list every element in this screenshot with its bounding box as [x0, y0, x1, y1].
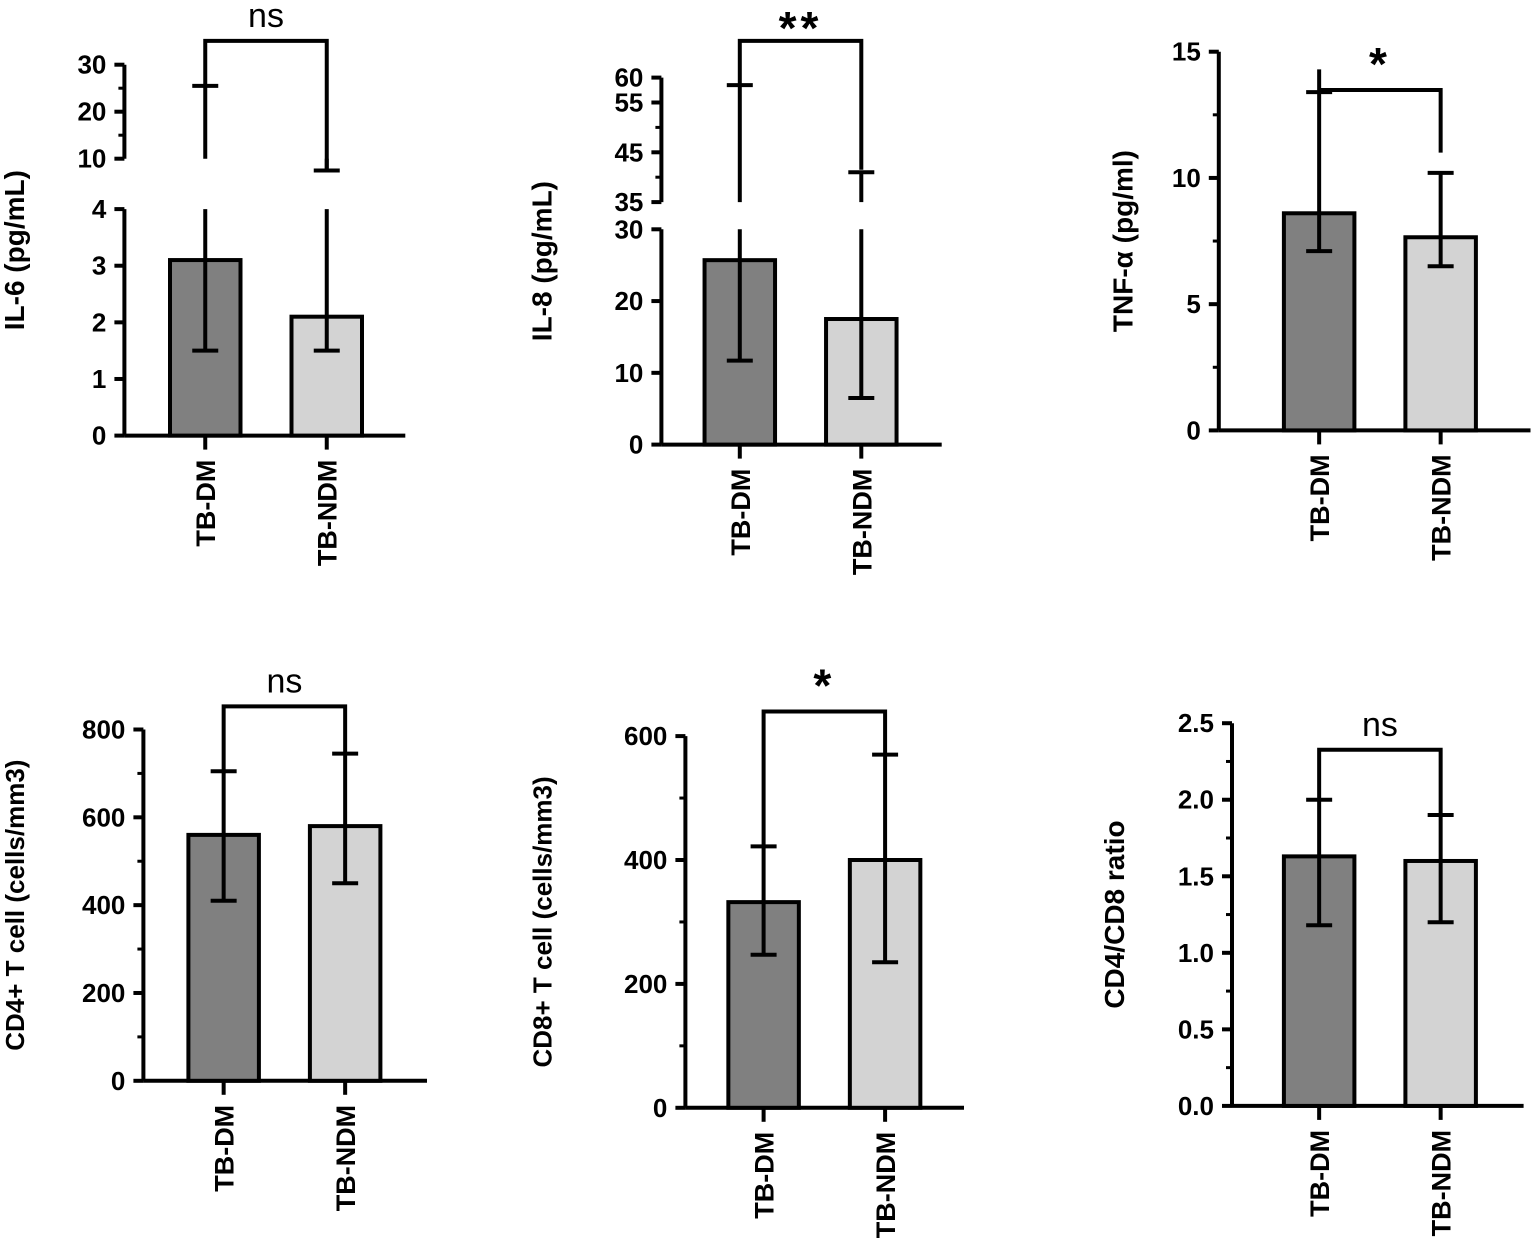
svg-text:20: 20 [614, 286, 643, 316]
svg-text:0: 0 [111, 1066, 125, 1096]
svg-text:TB-DM: TB-DM [191, 460, 221, 547]
svg-text:0: 0 [92, 421, 106, 451]
svg-text:4: 4 [92, 194, 107, 224]
svg-text:IL-6 (pg/mL): IL-6 (pg/mL) [0, 170, 30, 330]
svg-text:60: 60 [614, 63, 643, 93]
svg-text:ns: ns [248, 0, 284, 35]
svg-text:15: 15 [1172, 37, 1201, 67]
svg-text:10: 10 [614, 358, 643, 388]
svg-text:0: 0 [1186, 415, 1200, 445]
svg-text:TB-DM: TB-DM [1305, 1130, 1335, 1217]
svg-text:10: 10 [77, 144, 106, 174]
svg-text:400: 400 [624, 845, 667, 875]
svg-text:10: 10 [1172, 163, 1201, 193]
svg-text:800: 800 [82, 715, 125, 745]
svg-text:TB-NDM: TB-NDM [1427, 1130, 1457, 1236]
svg-text:**: ** [779, 2, 823, 54]
svg-text:2: 2 [92, 307, 106, 337]
svg-text:IL-8 (pg/mL): IL-8 (pg/mL) [527, 181, 558, 341]
svg-text:600: 600 [82, 802, 125, 832]
svg-text:1: 1 [92, 364, 106, 394]
svg-text:*: * [1369, 38, 1391, 90]
svg-text:ns: ns [266, 662, 302, 700]
svg-text:400: 400 [82, 890, 125, 920]
svg-text:2.5: 2.5 [1178, 708, 1214, 738]
svg-text:45: 45 [614, 137, 643, 167]
svg-text:200: 200 [624, 969, 667, 999]
svg-text:TB-NDM: TB-NDM [1427, 454, 1457, 560]
svg-text:200: 200 [82, 978, 125, 1008]
svg-text:0: 0 [653, 1093, 667, 1123]
svg-text:30: 30 [614, 214, 643, 244]
svg-text:30: 30 [77, 50, 106, 80]
svg-text:0.0: 0.0 [1178, 1091, 1214, 1121]
svg-text:600: 600 [624, 721, 667, 751]
svg-text:2.0: 2.0 [1178, 785, 1214, 815]
svg-text:TB-NDM: TB-NDM [331, 1105, 361, 1211]
svg-text:CD4+ T cell (cells/mm3): CD4+ T cell (cells/mm3) [0, 760, 30, 1051]
svg-text:1.5: 1.5 [1178, 861, 1214, 891]
svg-text:TB-DM: TB-DM [210, 1105, 240, 1192]
svg-text:TB-DM: TB-DM [1305, 454, 1335, 541]
svg-text:*: * [813, 660, 835, 712]
svg-text:TB-NDM: TB-NDM [847, 469, 877, 575]
svg-text:TB-DM: TB-DM [750, 1132, 780, 1219]
svg-text:0: 0 [629, 430, 643, 460]
svg-text:CD4/CD8 ratio: CD4/CD8 ratio [1099, 820, 1130, 1008]
svg-text:1.0: 1.0 [1178, 938, 1214, 968]
svg-text:TB-NDM: TB-NDM [871, 1132, 901, 1238]
svg-text:5: 5 [1186, 289, 1200, 319]
svg-text:20: 20 [77, 97, 106, 127]
svg-text:TNF-α (pg/ml): TNF-α (pg/ml) [1108, 150, 1139, 332]
svg-text:ns: ns [1362, 706, 1398, 744]
svg-text:35: 35 [614, 187, 643, 217]
svg-text:0.5: 0.5 [1178, 1014, 1214, 1044]
svg-text:3: 3 [92, 251, 106, 281]
svg-text:CD8+ T cell (cells/mm3): CD8+ T cell (cells/mm3) [528, 776, 558, 1067]
svg-text:TB-DM: TB-DM [726, 469, 756, 556]
svg-text:TB-NDM: TB-NDM [313, 460, 343, 566]
